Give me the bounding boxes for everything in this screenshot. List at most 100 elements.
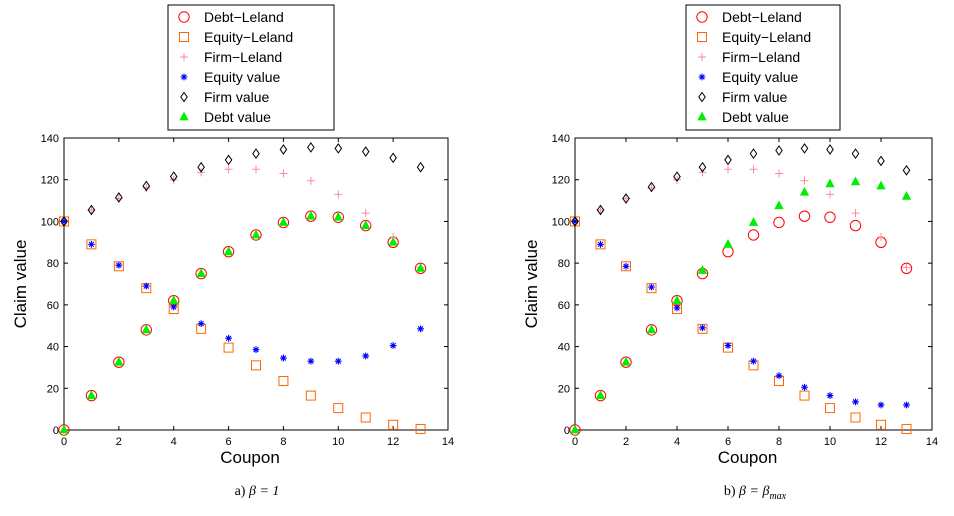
data-point	[800, 143, 809, 154]
data-point	[850, 412, 861, 423]
data-point	[388, 236, 398, 246]
legend-entry: Debt−Leland	[722, 9, 802, 25]
legend-marker	[696, 11, 708, 23]
data-point	[59, 424, 69, 434]
data-point	[621, 356, 631, 366]
data-point	[86, 239, 97, 250]
data-point	[799, 186, 810, 196]
legend-entry: Equity value	[722, 69, 798, 85]
data-point	[852, 398, 859, 406]
legend-entry: Equity−Leland	[204, 29, 293, 45]
chart-panel-a: 0 2 4 6 8 10 12 14020406080100120140CouponClaim…	[11, 4, 454, 467]
data-point	[306, 210, 316, 220]
x-tick-label: 12	[387, 436, 399, 448]
data-point	[88, 240, 95, 248]
y-tick-label: 100	[41, 216, 59, 228]
data-point	[724, 342, 732, 349]
data-point	[849, 219, 862, 232]
data-point	[699, 324, 706, 332]
data-point	[571, 216, 579, 227]
data-point	[305, 390, 316, 401]
data-point	[801, 383, 808, 391]
x-tick-label: 6	[226, 436, 232, 448]
x-axis-label: Coupon	[718, 448, 778, 467]
data-point	[902, 164, 911, 176]
y-tick-label: 80	[558, 258, 570, 270]
legend: Debt−Leland Equity−Leland Firm−Leland Equit…	[167, 4, 335, 131]
data-point	[903, 401, 910, 409]
data-point	[851, 209, 860, 218]
legend-entry: Debt−Leland	[204, 9, 284, 25]
legend-marker	[698, 73, 706, 81]
legend-frame	[685, 4, 841, 131]
legend-entry: Firm−Leland	[722, 49, 800, 65]
data-point	[223, 246, 234, 256]
data-point	[280, 354, 287, 362]
y-tick-label: 140	[41, 133, 59, 145]
data-point	[114, 356, 124, 366]
x-tick-label: 0	[61, 436, 67, 448]
data-point	[141, 324, 151, 334]
data-point	[774, 200, 784, 210]
data-point	[416, 161, 425, 173]
legend-entry: Debt value	[204, 109, 271, 125]
y-tick-label: 40	[47, 342, 59, 354]
data-point	[646, 283, 657, 294]
data-point	[170, 303, 178, 311]
data-point	[333, 211, 343, 221]
y-tick-label: 100	[552, 216, 570, 228]
data-point	[646, 324, 657, 334]
data-point	[169, 175, 178, 184]
data-point	[307, 357, 315, 365]
x-tick-label: 0	[572, 436, 578, 448]
legend-marker	[697, 111, 707, 121]
data-point	[621, 261, 631, 272]
legend-entry: Equity value	[204, 69, 280, 85]
x-tick-label: 6	[725, 436, 731, 448]
data-point	[334, 143, 343, 154]
x-tick-label: 14	[926, 436, 938, 448]
legend-entry: Equity−Leland	[722, 29, 811, 45]
data-point	[902, 263, 911, 272]
data-point	[673, 171, 681, 182]
data-point	[824, 211, 836, 223]
y-tick-label: 60	[558, 300, 570, 312]
data-point	[798, 210, 811, 222]
data-point	[224, 154, 233, 166]
data-point	[87, 204, 96, 216]
data-point	[251, 229, 261, 239]
data-point	[775, 372, 783, 380]
caption-a-math: β = 1	[248, 484, 280, 499]
data-point	[388, 419, 399, 430]
data-point	[360, 412, 371, 423]
legend-frame	[167, 4, 335, 131]
data-point	[799, 390, 810, 401]
data-point	[169, 295, 179, 305]
data-point	[389, 152, 397, 164]
data-point	[60, 218, 68, 225]
data-point	[750, 357, 757, 365]
data-point	[60, 216, 68, 227]
y-tick-label: 20	[47, 383, 59, 395]
x-tick-label: 8	[280, 436, 286, 448]
data-point	[278, 217, 289, 226]
data-point	[673, 304, 681, 312]
data-point	[876, 180, 886, 190]
data-point	[877, 233, 885, 242]
data-point	[306, 176, 315, 185]
data-point	[570, 424, 580, 434]
data-point	[723, 239, 733, 248]
data-point	[115, 261, 123, 269]
data-point	[361, 209, 370, 218]
data-point	[622, 262, 630, 270]
chart-panel-b: 0 2 4 6 8 10 12 14020406080100120140CouponClaim…	[522, 4, 938, 467]
data-point	[825, 403, 835, 414]
data-point	[224, 165, 233, 174]
data-point	[251, 360, 261, 371]
data-point	[825, 178, 835, 188]
data-point	[86, 390, 97, 399]
y-tick-label: 0	[564, 425, 570, 437]
legend-marker	[698, 53, 706, 61]
data-point	[724, 154, 732, 166]
data-point	[333, 403, 344, 414]
